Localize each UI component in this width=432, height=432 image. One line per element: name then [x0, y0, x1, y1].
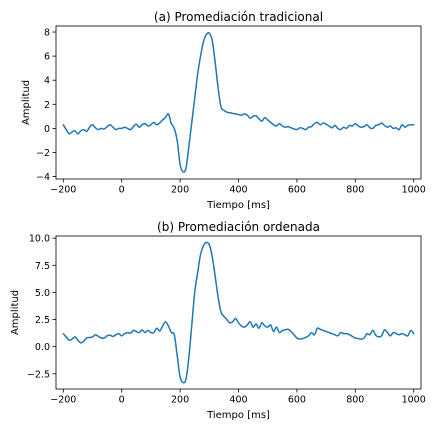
- x-tick-label-b: 200: [171, 395, 189, 406]
- x-tick-label-a: −200: [50, 185, 76, 196]
- x-tick-label-a: 1000: [402, 185, 426, 196]
- x-tick-label-b: 600: [288, 395, 306, 406]
- x-tick-label-b: 800: [346, 395, 364, 406]
- chart-panel-a: (a) Promediación tradicional −200 0 200 400…: [21, 10, 426, 211]
- x-ticks-b: −200 0 200 400 600 800 1000: [50, 389, 426, 406]
- x-tick-label-b: −200: [50, 395, 76, 406]
- x-tick-label-b: 1000: [402, 395, 426, 406]
- y-tick-label-b: 0.0: [35, 342, 50, 353]
- y-ticks-a: −4 −2 0 2 4 6 8: [36, 28, 56, 183]
- y-tick-label-a: −4: [36, 172, 50, 183]
- y-tick-label-b: −2.5: [27, 369, 50, 380]
- x-tick-label-a: 800: [346, 185, 364, 196]
- y-tick-label-b: 2.5: [35, 315, 50, 326]
- y-tick-label-a: −2: [36, 148, 50, 159]
- y-tick-label-a: 8: [44, 28, 50, 39]
- y-ticks-b: −2.5 0.0 2.5 5.0 7.5 10.0: [27, 234, 56, 380]
- y-tick-label-a: 6: [44, 52, 50, 63]
- chart-title-a: (a) Promediación tradicional: [154, 10, 323, 24]
- y-tick-label-b: 5.0: [35, 288, 50, 299]
- y-tick-label-b: 10.0: [29, 234, 50, 245]
- x-ticks-a: −200 0 200 400 600 800 1000: [50, 179, 426, 196]
- x-tick-label-b: 400: [229, 395, 247, 406]
- plot-frame-b: [55, 235, 422, 390]
- y-axis-label-a: Amplitud: [21, 80, 32, 125]
- x-axis-label-b: Tiempo [ms]: [206, 410, 270, 421]
- x-tick-label-a: 600: [288, 185, 306, 196]
- y-axis-label-b: Amplitud: [10, 290, 21, 335]
- y-tick-label-a: 0: [44, 124, 50, 135]
- y-tick-label-b: 7.5: [35, 261, 50, 272]
- y-tick-label-a: 2: [44, 100, 50, 111]
- series-line-a: [62, 32, 415, 173]
- series-line-b: [62, 241, 415, 384]
- x-axis-label-a: Tiempo [ms]: [206, 200, 270, 211]
- x-tick-label-a: 400: [229, 185, 247, 196]
- x-tick-label-a: 200: [171, 185, 189, 196]
- x-tick-label-b: 0: [119, 395, 125, 406]
- plot-frame-a: [55, 25, 422, 180]
- x-tick-label-a: 0: [119, 185, 125, 196]
- chart-panel-b: (b) Promediación ordenada −200 0 200 400 600…: [10, 220, 426, 421]
- chart-title-b: (b) Promediación ordenada: [157, 220, 320, 234]
- y-tick-label-a: 4: [44, 76, 50, 87]
